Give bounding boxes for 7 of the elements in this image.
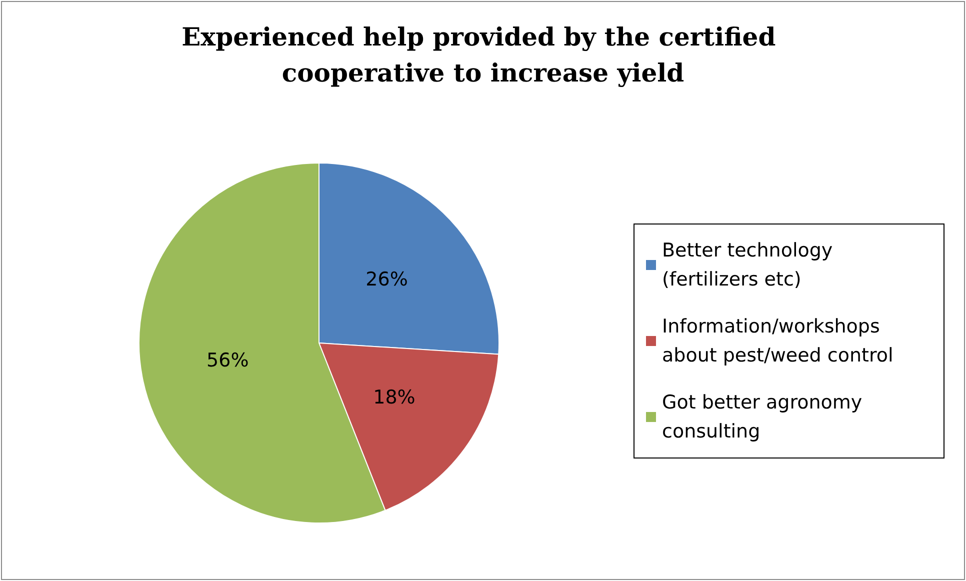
chart-title: Experienced help provided by the certified cooperative to increase yield xyxy=(182,22,784,88)
legend-label: Better technology (fertilizers etc) xyxy=(662,240,839,290)
data-label: 56% xyxy=(206,349,249,372)
data-label: 18% xyxy=(373,386,416,409)
legend-label: Got better agronomy consulting xyxy=(662,392,868,442)
data-label: 26% xyxy=(366,268,408,290)
legend-label: Information/workshops about pest/weed control xyxy=(662,316,894,366)
